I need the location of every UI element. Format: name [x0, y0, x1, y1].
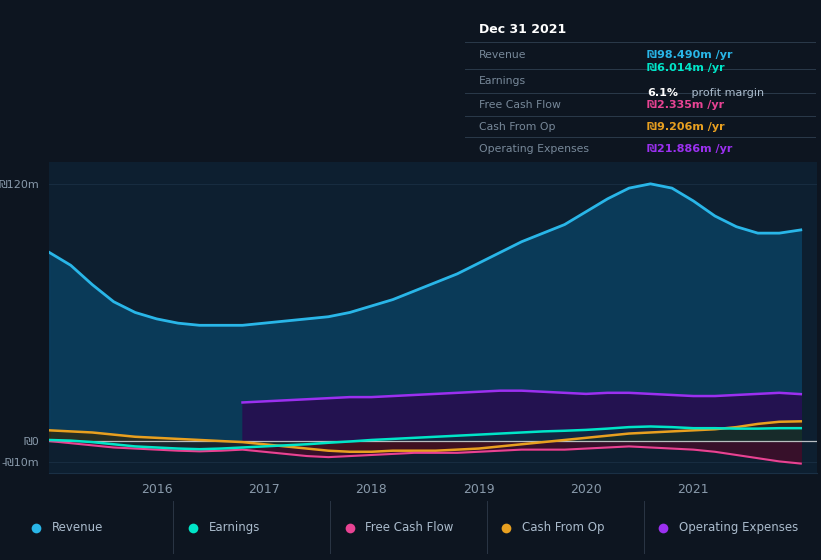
Text: Revenue: Revenue — [479, 50, 526, 60]
Text: profit margin: profit margin — [688, 88, 764, 98]
Text: Free Cash Flow: Free Cash Flow — [479, 100, 561, 110]
Text: Cash From Op: Cash From Op — [522, 521, 604, 534]
Text: Operating Expenses: Operating Expenses — [679, 521, 798, 534]
Text: ₪21.886m /yr: ₪21.886m /yr — [648, 143, 733, 153]
Text: 6.1%: 6.1% — [648, 88, 678, 98]
Text: Dec 31 2021: Dec 31 2021 — [479, 23, 566, 36]
Text: Revenue: Revenue — [52, 521, 103, 534]
Text: Earnings: Earnings — [479, 76, 526, 86]
Text: Free Cash Flow: Free Cash Flow — [365, 521, 454, 534]
Text: Cash From Op: Cash From Op — [479, 122, 555, 132]
Text: ₪9.206m /yr: ₪9.206m /yr — [648, 122, 725, 132]
Text: Earnings: Earnings — [209, 521, 260, 534]
Text: ₪2.335m /yr: ₪2.335m /yr — [648, 100, 725, 110]
Text: ₪6.014m /yr: ₪6.014m /yr — [648, 63, 725, 73]
Text: Operating Expenses: Operating Expenses — [479, 143, 589, 153]
Text: ₪98.490m /yr: ₪98.490m /yr — [648, 50, 733, 60]
